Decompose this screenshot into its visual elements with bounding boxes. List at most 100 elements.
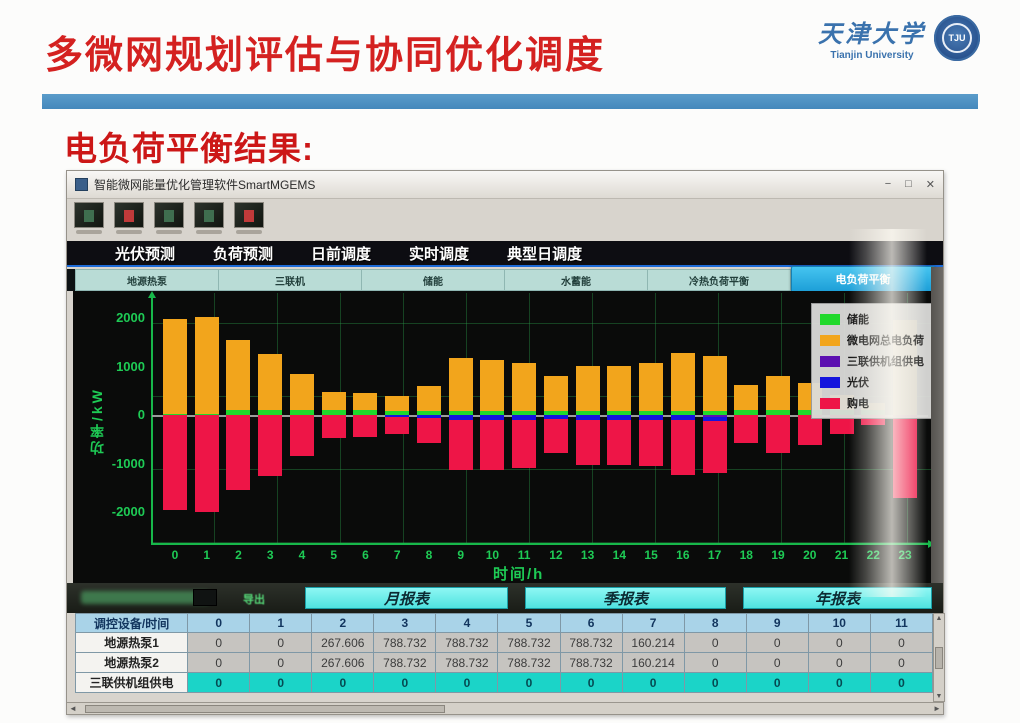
toolbar-alarm-icon — [234, 202, 264, 228]
table-header-cell: 4 — [435, 613, 499, 633]
table-cell: 267.606 — [311, 632, 375, 653]
table-header-cell: 10 — [807, 613, 871, 633]
table-header-cell: 1 — [249, 613, 313, 633]
scroll-down-icon[interactable]: ▼ — [935, 693, 943, 700]
tab-光伏预测[interactable]: 光伏预测 — [115, 245, 176, 263]
subtab-三联机[interactable]: 三联机 — [219, 269, 362, 291]
table-cell: 0 — [311, 672, 375, 693]
horizontal-scrollbar[interactable]: ◄ ► — [67, 702, 943, 714]
table-vertical-scrollbar[interactable]: ▲ ▼ — [933, 613, 945, 702]
legend-swatch — [820, 397, 840, 409]
table-cell: 0 — [249, 632, 313, 653]
bar-h14-储能 — [607, 410, 632, 415]
scroll-right-icon[interactable]: ► — [933, 704, 941, 713]
x-tick-10: 10 — [485, 548, 500, 562]
bar-h5-储能 — [321, 410, 346, 415]
table-cell: 0 — [249, 672, 313, 693]
bar-h12-储能 — [543, 410, 568, 415]
table-cell: 160.214 — [621, 652, 685, 673]
report-toolbar: 导出 月报表 季报表 年报表 — [67, 583, 943, 613]
subtab-电负荷平衡[interactable]: 电负荷平衡 — [791, 266, 935, 292]
zero-line — [152, 415, 928, 417]
university-emblem-icon: TJU — [934, 14, 980, 61]
bar-h15-微电网总电负荷 — [639, 363, 664, 411]
bar-h3-储能 — [258, 410, 283, 415]
scroll-left-icon[interactable]: ◄ — [69, 704, 77, 713]
table-cell: 788.732 — [497, 652, 561, 673]
x-tick-19: 19 — [771, 548, 785, 562]
tab-负荷预测[interactable]: 负荷预测 — [213, 245, 274, 263]
x-tick-13: 13 — [580, 548, 595, 562]
table-row-三联供机组供电[interactable]: 三联供机组供电 0 0 0 0 0 0 0 0 0 0 0 0 — [74, 672, 934, 693]
bar-h1-购电 — [194, 415, 219, 512]
bar-h9-微电网总电负荷 — [448, 357, 473, 411]
bar-h19-微电网总电负荷 — [766, 376, 791, 411]
minimize-button[interactable]: − — [884, 178, 892, 190]
report-button-年报表[interactable]: 年报表 — [743, 587, 932, 609]
toolbar-button-alarm[interactable] — [233, 202, 265, 238]
maximize-button[interactable]: □ — [905, 178, 912, 190]
toolbar-button-energy[interactable] — [153, 202, 185, 238]
report-button-季报表[interactable]: 季报表 — [525, 587, 726, 609]
table-cell: 0 — [869, 652, 934, 673]
table-row-地源热泵1[interactable]: 地源热泵1 0 0 267.606 788.732 788.732 788.732 788.7… — [74, 632, 934, 653]
table-cell: 788.732 — [559, 632, 623, 653]
window-titlebar: 智能微网能量优化管理软件SmartMGEMS − □ ✕ — [67, 171, 943, 199]
table-header-cell: 11 — [869, 613, 934, 633]
bar-h17-三联供机组供电 — [702, 415, 727, 417]
subtab-冷热负荷平衡[interactable]: 冷热负荷平衡 — [648, 269, 791, 291]
legend-item-三联供机组供电: 三联供机组供电 — [820, 353, 926, 369]
toolbar-button-label — [76, 230, 102, 234]
toolbar-button-monitor[interactable] — [73, 202, 105, 238]
scroll-up-icon[interactable]: ▲ — [935, 615, 943, 622]
bar-h5-购电 — [321, 415, 346, 439]
x-tick-15: 15 — [644, 548, 658, 562]
tab-典型日调度[interactable]: 典型日调度 — [507, 245, 583, 263]
slide-title: 多微网规划评估与协同优化调度 — [45, 35, 606, 77]
close-button[interactable]: ✕ — [925, 179, 935, 191]
bar-h6-购电 — [353, 415, 378, 437]
tab-实时调度[interactable]: 实时调度 — [409, 245, 470, 263]
table-cell: 0 — [683, 652, 747, 673]
y-axis-line — [148, 291, 156, 545]
x-tick-21: 21 — [834, 548, 849, 562]
x-tick-20: 20 — [803, 548, 817, 562]
legend-swatch — [820, 376, 840, 388]
bar-h0-购电 — [163, 415, 187, 510]
toolbar-button-history[interactable] — [193, 202, 225, 238]
x-tick-11: 11 — [517, 548, 531, 562]
section-subtitle: 电负荷平衡结果: — [64, 130, 314, 167]
export-button[interactable]: 导出 — [243, 594, 265, 606]
report-button-月报表[interactable]: 月报表 — [305, 587, 508, 609]
legend-swatch — [820, 313, 840, 325]
table-row-地源热泵2[interactable]: 地源热泵2 0 0 267.606 788.732 788.732 788.732 788.7… — [74, 652, 934, 673]
bar-h8-微电网总电负荷 — [416, 385, 441, 411]
x-tick-23: 23 — [898, 548, 912, 562]
toolbar-energy-icon — [154, 202, 184, 228]
power-balance-chart: 功率/kW 2000 1000 0 -1000 -2000 0 1 2 3 4 5 6 7 8 9 10 11… — [73, 291, 933, 583]
dispatch-table: 调控设备/时间 0 1 2 3 4 5 6 7 8 9 10 11 地源热泵1 0 0 267.606 788.7… — [74, 613, 934, 693]
table-cell: 0 — [497, 672, 561, 693]
x-axis-label: 时间/h — [493, 566, 545, 583]
subtab-水蓄能[interactable]: 水蓄能 — [505, 269, 648, 291]
bar-h1-微电网总电负荷 — [194, 316, 219, 414]
table-header-cell: 9 — [745, 613, 809, 633]
toolbar — [67, 199, 943, 241]
legend-label: 三联供机组供电 — [847, 356, 924, 368]
row-label: 三联供机组供电 — [74, 672, 189, 693]
tab-日前调度[interactable]: 日前调度 — [311, 245, 372, 263]
y-tick--1000: -1000 — [111, 455, 145, 471]
small-dark-button[interactable] — [193, 589, 217, 606]
legend-item-购电: 购电 — [820, 395, 926, 411]
table-header-cell: 2 — [311, 613, 375, 633]
bar-h12-购电 — [543, 418, 568, 454]
subtab-储能[interactable]: 储能 — [362, 269, 505, 291]
vertical-scroll-thumb[interactable] — [935, 646, 943, 669]
horizontal-scroll-thumb[interactable] — [85, 705, 445, 713]
subtab-地源热泵[interactable]: 地源热泵 — [75, 269, 219, 291]
legend-item-储能: 储能 — [820, 311, 926, 327]
bar-h14-微电网总电负荷 — [607, 365, 632, 411]
bar-h1-储能 — [194, 413, 219, 415]
bar-h13-微电网总电负荷 — [575, 365, 600, 411]
toolbar-button-event[interactable] — [113, 202, 145, 238]
